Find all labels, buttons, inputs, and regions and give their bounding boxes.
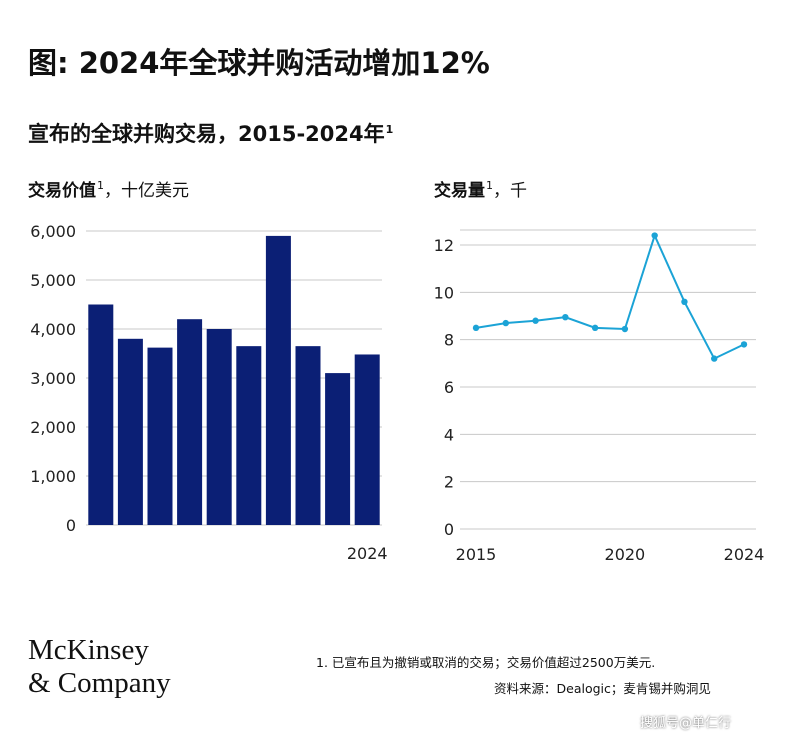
line-y-tick-label: 6 [444, 378, 454, 397]
bar-y-tick-label: 6,000 [30, 222, 76, 241]
line-x-tick-label: 2015 [456, 545, 497, 564]
line-y-tick-label: 10 [434, 283, 454, 302]
line-chart-label: 交易量1，千 [434, 176, 527, 201]
bar [295, 346, 321, 525]
bar-chart-label-note: 1 [97, 179, 104, 193]
bar [206, 329, 232, 525]
line-point [681, 298, 688, 305]
bar-x-tick-label: 2024 [347, 544, 388, 563]
series-line [475, 232, 745, 360]
bar [177, 319, 203, 525]
bar-chart-label: 交易价值1，十亿美元 [28, 176, 189, 201]
bar [354, 354, 380, 525]
bar-y-tick-label: 1,000 [30, 467, 76, 486]
line-y-tick-label: 2 [444, 473, 454, 492]
line-point [562, 313, 569, 321]
line-point [502, 319, 509, 327]
logo-line-1: McKinsey [28, 634, 149, 666]
line-point [591, 324, 599, 332]
bar-y-tick-label: 5,000 [30, 271, 76, 290]
line-point [472, 324, 480, 332]
chart-subtitle: 宣布的全球并购交易，2015-2024年1 [28, 118, 393, 148]
bar [325, 373, 351, 525]
line-y-tick-label: 0 [444, 520, 454, 539]
page-title: 图: 2024年全球并购活动增加12% [28, 46, 490, 80]
subtitle-text: 宣布的全球并购交易，2015-2024年 [28, 122, 385, 146]
line-point [532, 317, 539, 324]
bar-chart-label-unit: ，十亿美元 [104, 181, 189, 201]
line-chart: 0 2 4 6 8 10 12 2015 2020 2024 [434, 229, 765, 564]
line-x-tick-label: 2020 [605, 545, 646, 564]
bar [265, 235, 291, 525]
line-chart-label-unit: ，千 [493, 181, 527, 201]
line-x-tick-label: 2024 [724, 545, 765, 564]
bar-y-tick-label: 0 [66, 516, 76, 535]
line-chart-label-note: 1 [486, 179, 493, 193]
bar [147, 347, 173, 525]
watermark: 搜狐号@单仁行 [640, 716, 732, 731]
bar-y-tick-label: 2,000 [30, 418, 76, 437]
line-y-tick-label: 4 [444, 425, 454, 444]
source-note: 资料来源：Dealogic；麦肯锡并购洞见 [494, 681, 711, 696]
bar-chart: 0 1,000 2,000 3,000 4,000 5,000 6,000 2024 [30, 222, 388, 563]
bar-y-tick-label: 4,000 [30, 320, 76, 339]
bar-y-tick-label: 3,000 [30, 369, 76, 388]
mckinsey-logo: McKinsey & Company [28, 634, 171, 700]
line-point [651, 232, 658, 239]
line-point [740, 341, 748, 348]
bar [88, 304, 114, 525]
line-chart-label-bold: 交易量 [434, 181, 485, 201]
logo-line-2: & Company [28, 667, 171, 699]
subtitle-footnote-marker: 1 [385, 123, 394, 136]
line-y-tick-label: 12 [434, 236, 454, 255]
footnote: 1. 已宣布且为撤销或取消的交易；交易价值超过2500万美元. [316, 655, 656, 670]
line-point [711, 355, 718, 362]
line-point [621, 325, 629, 333]
bar [117, 338, 143, 525]
line-y-tick-label: 8 [444, 331, 454, 350]
bar-chart-label-bold: 交易价值 [28, 181, 96, 201]
bar [236, 346, 262, 525]
